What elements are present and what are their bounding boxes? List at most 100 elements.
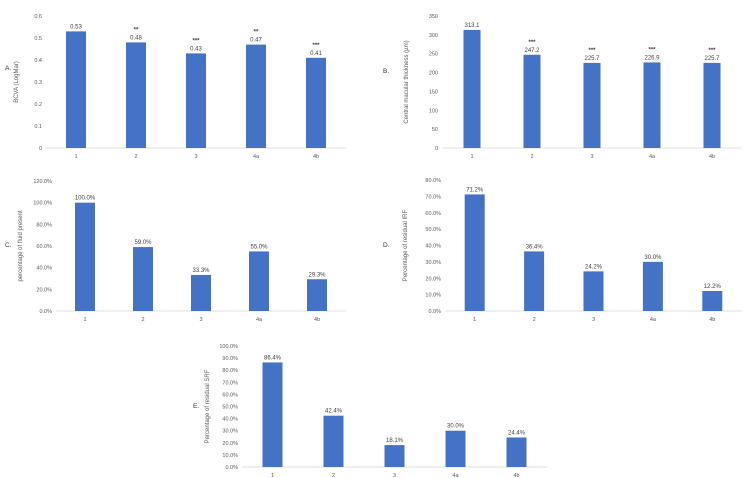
chart-b-y-tick-label: 50 (432, 127, 438, 133)
chart-b-y-tick-label: 350 (429, 14, 438, 20)
chart-c-y-axis-label: percentage of fluid present (18, 210, 24, 281)
chart-e-x-tick-label: 4b (513, 473, 519, 478)
chart-e-bar (323, 415, 344, 467)
chart-b-data-label: 226.9 (644, 55, 660, 61)
chart-a-bar (126, 42, 146, 148)
chart-e-bar (506, 437, 527, 467)
chart-c-y-tick-label: 80.0% (36, 222, 52, 228)
chart-e-data-label: 30.0% (447, 424, 465, 430)
chart-d-y-tick-label: 20.0% (425, 276, 441, 282)
chart-b-x-tick-label: 3 (590, 154, 593, 160)
chart-b-bar (643, 62, 661, 148)
chart-b-bar (463, 29, 481, 148)
chart-b-y-tick-label: 300 (429, 33, 438, 39)
chart-e-y-tick-label: 30.0% (222, 429, 238, 435)
chart-b-x-tick-label: 1 (470, 154, 473, 160)
chart-a-x-tick-label: 4b (313, 154, 319, 160)
chart-b-panel-label: B. (383, 68, 389, 75)
chart-b-bar (703, 62, 721, 148)
chart-e-y-tick-label: 20.0% (222, 441, 238, 447)
chart-a-bar (246, 44, 266, 148)
chart-b-x-tick-label: 2 (530, 154, 533, 160)
chart-b-significance-mark: *** (528, 40, 536, 46)
chart-a-x-tick-label: 3 (194, 154, 197, 160)
chart-b-data-label: 313.1 (464, 23, 480, 29)
chart-c-y-tick-label: 120.0% (33, 179, 52, 185)
chart-a-data-label: 0.53 (70, 24, 82, 30)
chart-d-y-tick-label: 10.0% (425, 293, 441, 299)
chart-c-bar (191, 274, 211, 311)
chart-a-panel-label: A. (5, 65, 11, 72)
chart-b-data-label: 247.2 (524, 48, 540, 54)
chart-c-y-tick-label: 20.0% (36, 287, 52, 293)
chart-e-x-tick-label: 3 (393, 473, 396, 478)
chart-d-data-label: 24.2% (585, 264, 603, 270)
chart-a-y-tick-label: 0.5 (34, 36, 42, 42)
chart-e-bar (445, 430, 466, 467)
chart-d-x-tick-label: 4a (650, 317, 657, 323)
chart-a-x-tick-label: 2 (134, 154, 137, 160)
chart-d-y-tick-label: 80.0% (425, 178, 441, 184)
chart-a-data-label: 0.41 (310, 51, 322, 57)
chart-a-y-axis-label: BCVA (LogMar) (14, 61, 20, 103)
chart-d-y-tick-label: 0.0% (428, 309, 441, 315)
chart-d-x-tick-label: 2 (533, 317, 536, 323)
chart-c-y-tick-label: 40.0% (36, 266, 52, 272)
chart-a-y-tick-label: 0.6 (34, 14, 42, 20)
chart-a-bar (66, 31, 86, 148)
chart-a-y-tick-label: 0.2 (34, 102, 42, 108)
chart-c-panel-label: C. (5, 242, 12, 249)
chart-e-y-tick-label: 90.0% (222, 356, 238, 362)
chart-e-y-axis-label: Percentage of residual SRF (205, 369, 211, 443)
chart-e-data-label: 86.4% (264, 355, 282, 361)
chart-e-data-label: 18.1% (386, 438, 404, 444)
chart-d-y-tick-label: 40.0% (425, 244, 441, 250)
chart-c-y-tick-label: 0.0% (39, 309, 52, 315)
chart-d-bar (583, 271, 604, 311)
chart-a-x-tick-label: 4a (253, 154, 260, 160)
chart-e-x-tick-label: 1 (271, 473, 274, 478)
chart-a-x-tick-label: 1 (74, 154, 77, 160)
chart-c-y-tick-label: 100.0% (33, 201, 52, 207)
chart-b-x-tick-label: 4a (649, 154, 656, 160)
chart-d-y-tick-label: 60.0% (425, 211, 441, 217)
chart-d-y-tick-label: 70.0% (425, 194, 441, 200)
chart-d-y-tick-label: 30.0% (425, 260, 441, 266)
chart-a-y-tick-label: 0.3 (34, 80, 42, 86)
chart-b-data-label: 225.7 (704, 56, 720, 62)
chart-a-significance-mark: ** (254, 30, 259, 36)
chart-e-panel-label: E. (193, 403, 199, 410)
chart-e-x-tick-label: 4a (452, 473, 459, 478)
chart-d-bar (464, 194, 485, 311)
chart-d-bar (702, 291, 723, 311)
chart-e-y-tick-label: 60.0% (222, 392, 238, 398)
chart-b-significance-mark: *** (588, 48, 596, 54)
chart-c-bar (249, 251, 269, 311)
chart-a-data-label: 0.43 (190, 46, 202, 52)
chart-a-data-label: 0.47 (250, 38, 262, 44)
chart-d-data-label: 36.4% (526, 244, 544, 250)
chart-c-x-tick-label: 1 (83, 317, 86, 323)
chart-c-x-tick-label: 4b (314, 317, 320, 323)
chart-d-panel-label: D. (383, 242, 390, 249)
chart-c-bar (133, 247, 153, 311)
chart-b-y-tick-label: 200 (429, 71, 438, 77)
chart-c-data-label: 59.0% (134, 240, 152, 246)
chart-c-y-tick-label: 60.0% (36, 244, 52, 250)
chart-e-y-tick-label: 70.0% (222, 380, 238, 386)
chart-a-y-tick-label: 0.1 (34, 124, 42, 130)
chart-e-y-tick-label: 10.0% (222, 453, 238, 459)
chart-b-bar (523, 54, 541, 148)
chart-d-data-label: 71.2% (466, 187, 484, 193)
chart-e-y-tick-label: 40.0% (222, 417, 238, 423)
chart-d-y-axis-label: Percentage of residual IRF (403, 209, 409, 281)
chart-c-data-label: 55.0% (250, 244, 268, 250)
chart-d-bar (524, 251, 545, 311)
chart-e-data-label: 42.4% (325, 409, 343, 415)
chart-c-x-tick-label: 3 (199, 317, 202, 323)
chart-b-x-tick-label: 4b (709, 154, 715, 160)
chart-e-x-tick-label: 2 (332, 473, 335, 478)
chart-b-significance-mark: *** (708, 48, 716, 54)
chart-b-y-axis-label: Central macular thickness (µm) (404, 40, 410, 123)
chart-d-data-label: 12.2% (704, 284, 722, 290)
